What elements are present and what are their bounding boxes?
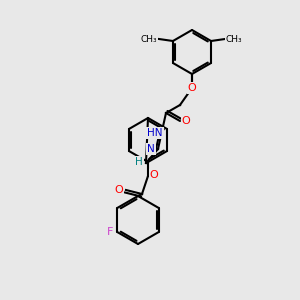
Text: H: H — [135, 157, 143, 167]
Text: N: N — [147, 144, 155, 154]
Text: O: O — [188, 83, 196, 93]
Text: HN: HN — [147, 128, 163, 138]
Text: CH₃: CH₃ — [226, 34, 242, 43]
Text: O: O — [115, 185, 123, 195]
Text: O: O — [150, 170, 158, 180]
Text: CH₃: CH₃ — [141, 34, 157, 43]
Text: O: O — [182, 116, 190, 126]
Text: F: F — [107, 227, 113, 237]
